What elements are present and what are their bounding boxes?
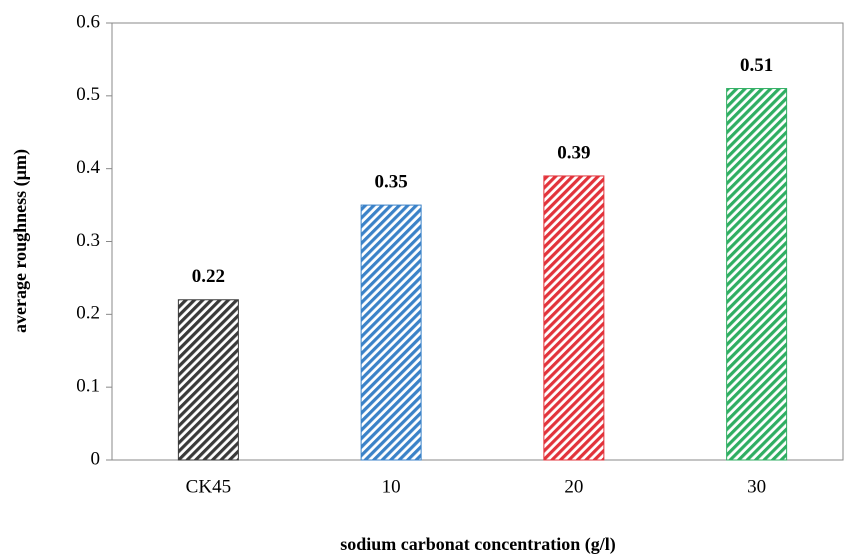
- value-label: 0.39: [557, 142, 590, 163]
- y-tick-label: 0.1: [76, 376, 100, 397]
- x-tick-label: 20: [564, 476, 583, 497]
- bar: [543, 175, 605, 461]
- y-tick-label: 0.6: [76, 11, 100, 32]
- x-tick-label: 10: [382, 476, 401, 497]
- x-tick-label: 30: [747, 476, 766, 497]
- y-tick-label: 0: [91, 448, 101, 469]
- y-tick-label: 0.3: [76, 230, 100, 251]
- value-label: 0.35: [375, 171, 408, 192]
- y-tick-label: 0.5: [76, 84, 100, 105]
- y-axis-label: average roughness (µm): [10, 149, 31, 333]
- value-label: 0.51: [740, 55, 773, 76]
- x-axis-label: sodium carbonat concentration (g/l): [340, 534, 615, 555]
- value-label: 0.22: [192, 266, 225, 287]
- bar: [726, 88, 788, 461]
- y-tick-label: 0.2: [76, 303, 100, 324]
- y-tick-label: 0.4: [76, 157, 100, 178]
- bar: [177, 299, 239, 461]
- bar: [360, 204, 422, 461]
- x-tick-label: CK45: [186, 476, 231, 497]
